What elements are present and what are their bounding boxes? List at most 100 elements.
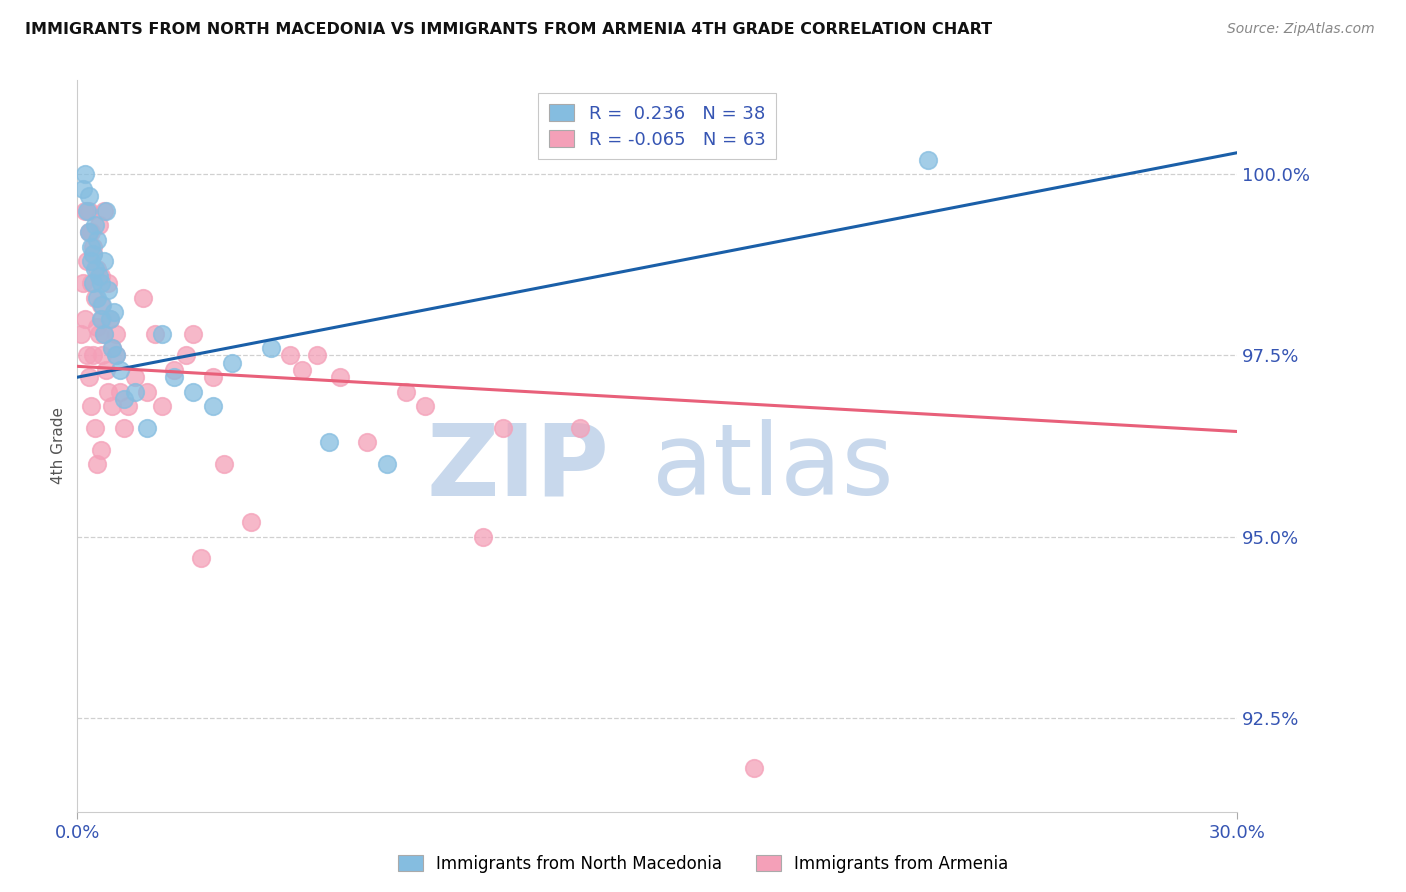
Point [472,529,495,543]
Point [101,341,124,355]
Point [98,312,121,326]
Point [108,384,131,399]
Point [124,384,146,399]
Point [96,203,118,218]
Point [395,384,418,399]
Point [105,326,127,341]
Point [90,276,111,290]
Point [93,326,115,341]
Point [143,326,166,341]
Point [91,349,114,363]
Point [183,326,205,341]
Point [87,326,110,341]
Y-axis label: 4th Grade: 4th Grade [51,408,66,484]
Point [80,225,103,239]
Point [742,761,765,775]
Point [90,268,111,283]
Point [83,261,105,276]
Point [112,421,135,435]
Point [201,399,224,413]
Point [135,421,157,435]
Point [413,399,436,413]
Point [80,240,103,254]
Point [259,341,281,355]
Point [90,312,111,326]
Point [77,189,100,203]
Point [83,218,105,232]
Point [290,363,312,377]
Point [163,370,186,384]
Point [93,203,115,218]
Legend: Immigrants from North Macedonia, Immigrants from Armenia: Immigrants from North Macedonia, Immigra… [391,848,1015,880]
Point [82,247,104,261]
Point [82,276,104,290]
Point [152,326,174,341]
Point [90,442,111,457]
Legend: R =  0.236   N = 38, R = -0.065   N = 63: R = 0.236 N = 38, R = -0.065 N = 63 [538,93,776,160]
Point [77,203,100,218]
Point [86,233,108,247]
Point [201,370,224,384]
Point [568,421,592,435]
Point [117,399,139,413]
Point [83,421,105,435]
Point [221,356,243,370]
Point [86,261,108,276]
Point [132,291,155,305]
Point [329,370,352,384]
Point [82,349,104,363]
Point [82,247,104,261]
Point [80,254,103,268]
Point [90,298,111,312]
Point [75,312,96,326]
Point [86,291,108,305]
Point [318,435,340,450]
Point [86,319,108,334]
Point [108,363,131,377]
Point [97,384,120,399]
Point [174,349,197,363]
Point [75,203,96,218]
Point [87,268,110,283]
Text: ZIP: ZIP [426,419,610,516]
Point [492,421,515,435]
Point [375,457,398,471]
Point [75,168,96,182]
Text: IMMIGRANTS FROM NORTH MACEDONIA VS IMMIGRANTS FROM ARMENIA 4TH GRADE CORRELATION: IMMIGRANTS FROM NORTH MACEDONIA VS IMMIG… [25,22,993,37]
Point [70,326,93,341]
Text: atlas: atlas [652,419,894,516]
Point [77,225,100,239]
Point [152,399,174,413]
Point [76,254,98,268]
Point [105,349,127,363]
Point [183,384,205,399]
Point [91,298,114,312]
Point [86,457,108,471]
Point [917,153,939,167]
Point [105,349,127,363]
Point [278,349,301,363]
Point [103,305,125,319]
Point [101,341,124,355]
Point [97,283,120,297]
Point [82,240,104,254]
Point [77,225,100,239]
Point [77,370,100,384]
Text: Source: ZipAtlas.com: Source: ZipAtlas.com [1227,22,1375,37]
Point [93,254,115,268]
Point [72,276,94,290]
Point [307,349,329,363]
Point [112,392,135,406]
Point [214,457,236,471]
Point [91,312,114,326]
Point [356,435,378,450]
Point [93,326,115,341]
Point [101,399,124,413]
Point [98,312,121,326]
Point [135,384,157,399]
Point [124,370,146,384]
Point [87,218,110,232]
Point [80,399,103,413]
Point [76,203,98,218]
Point [163,363,186,377]
